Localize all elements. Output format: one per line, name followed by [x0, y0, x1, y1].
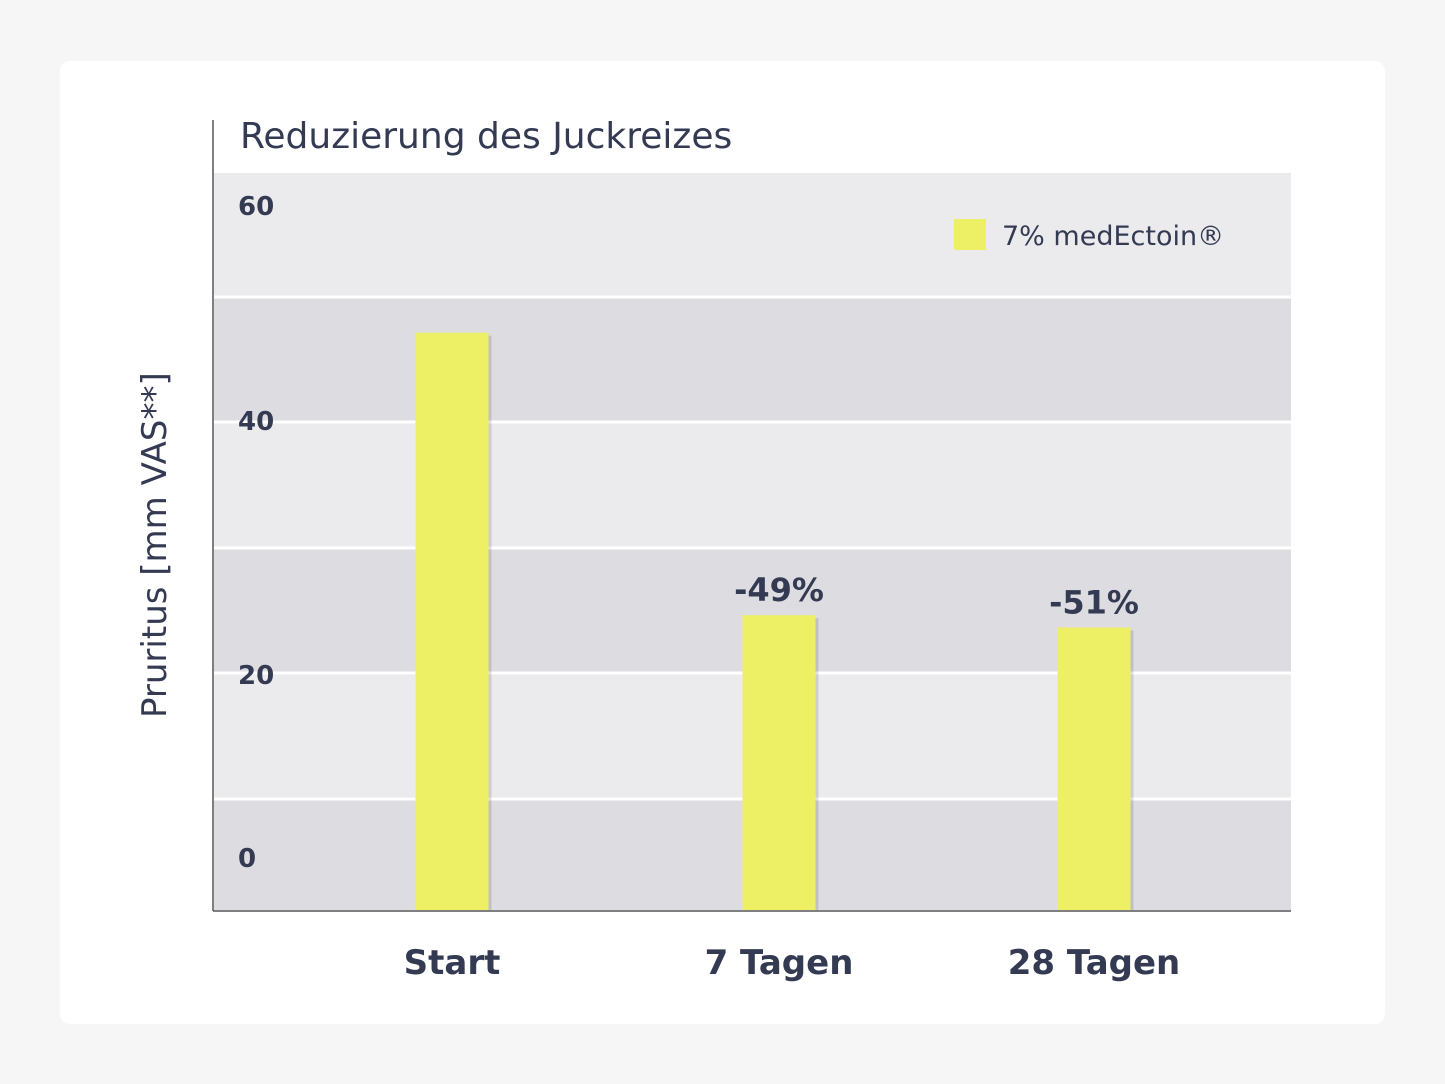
- data-label: -49%: [734, 571, 824, 609]
- bar: [1057, 627, 1131, 910]
- x-tick-label: 7 Tagen: [705, 943, 854, 983]
- grid-band: [214, 173, 1291, 297]
- y-tick-label: 60: [238, 192, 274, 222]
- legend-label: 7% medEctoin®: [1002, 221, 1224, 252]
- bars: Start -49% 7 Tagen -51% 28 Tagen: [404, 332, 1181, 983]
- y-axis-label: Pruritus [mm VAS**]: [135, 372, 175, 718]
- bar: [415, 332, 489, 910]
- grid-band: [214, 422, 1291, 548]
- legend-swatch: [954, 219, 986, 250]
- grid-band: [214, 297, 1291, 422]
- bar: [742, 615, 816, 910]
- y-tick-label: 20: [238, 661, 274, 691]
- legend: 7% medEctoin®: [954, 219, 1224, 252]
- x-tick-label: 28 Tagen: [1008, 943, 1181, 983]
- chart-title: Reduzierung des Juckreizes: [240, 116, 732, 157]
- y-tick-label: 0: [238, 844, 256, 874]
- y-ticks: 60 40 20 0: [238, 192, 274, 874]
- data-label: -51%: [1049, 583, 1139, 621]
- x-tick-label: Start: [404, 943, 501, 983]
- y-tick-label: 40: [238, 407, 274, 437]
